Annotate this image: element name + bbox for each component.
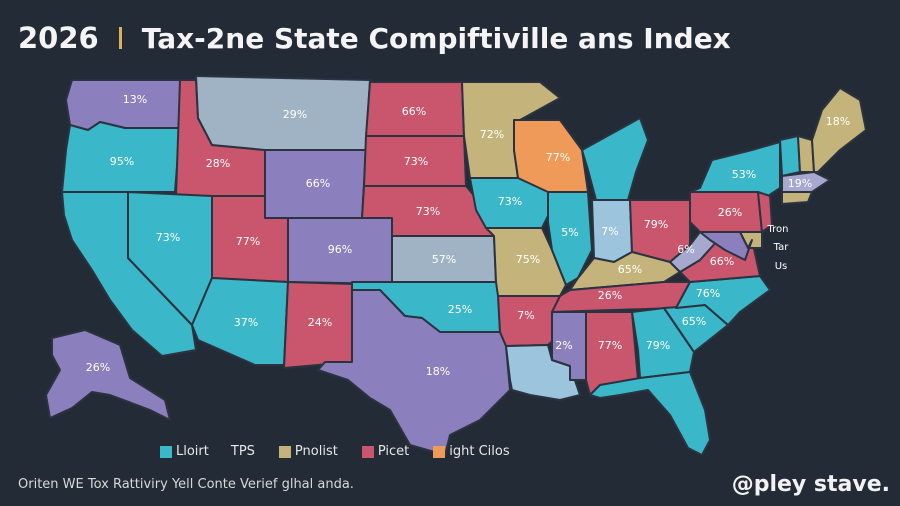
legend-swatch [160, 445, 172, 458]
state-value-nv: 73% [156, 231, 180, 244]
state-mi[interactable] [581, 117, 649, 201]
legend-swatch [361, 445, 374, 458]
state-value-ga: 79% [646, 339, 670, 352]
state-fl[interactable] [589, 371, 711, 456]
state-nj[interactable] [757, 191, 773, 233]
state-value-sc: 65% [682, 315, 706, 328]
legend-swatch [278, 445, 291, 458]
legend-item: Pnolist [278, 444, 338, 459]
state-value-al: 77% [598, 339, 622, 352]
state-value-ne: 73% [416, 205, 440, 218]
state-value-wi: 77% [546, 151, 570, 164]
state-value-sd: 73% [404, 155, 428, 168]
legend: Lloirt TPS Pnolist Picet ight Cilos [160, 444, 534, 459]
legend-label: Picet [377, 444, 410, 459]
state-value-in: 7% [601, 225, 618, 238]
state-value-ok: 25% [448, 303, 472, 316]
state-tx[interactable] [317, 289, 511, 456]
legend-item: Picet [361, 444, 410, 459]
state-me[interactable] [811, 87, 867, 173]
brand-logo: @pley stave. [731, 472, 890, 497]
legend-item: ight Cilos [433, 444, 510, 459]
state-il[interactable] [547, 191, 593, 286]
state-value-ms: 2% [555, 339, 572, 352]
state-value-oh: 79% [644, 218, 668, 231]
state-value-ks: 57% [432, 253, 456, 266]
state-vt[interactable] [779, 135, 801, 177]
state-value-ma: 19% [788, 177, 812, 190]
state-ak[interactable] [45, 329, 171, 421]
state-value-nm: 24% [308, 316, 332, 329]
state-value-ut: 77% [236, 235, 260, 248]
legend-extra-label: TPS [230, 444, 255, 459]
state-value-wy: 66% [306, 177, 330, 190]
title-divider [118, 27, 122, 49]
state-value-ar: 7% [517, 309, 534, 322]
legend-swatch [433, 445, 446, 458]
state-value-tn: 26% [598, 289, 622, 302]
state-value-ia: 73% [498, 195, 522, 208]
annotation-layer: Tron Tar Us [767, 224, 790, 272]
page-title: Tax-2ne State Compiftiville ans Index [141, 21, 731, 55]
legend-item: Lloirt TPS [160, 444, 255, 459]
state-value-mn: 72% [480, 128, 504, 141]
state-value-pa: 26% [718, 206, 742, 219]
state-la[interactable] [505, 344, 581, 401]
state-value-or: 95% [110, 155, 134, 168]
state-md[interactable] [699, 231, 753, 261]
state-value-nc: 76% [696, 287, 720, 300]
state-value-mt: 29% [283, 108, 307, 121]
state-value-wv: 6% [677, 243, 694, 256]
footnote: Oriten WE Tox Rattiviry Yell Conte Verie… [18, 477, 354, 492]
state-value-ky: 65% [618, 263, 642, 276]
annotation-us: Us [775, 261, 788, 272]
annotation-tar: Tar [773, 242, 790, 253]
legend-label: Pnolist [294, 444, 338, 459]
state-value-ak: 26% [86, 361, 110, 374]
state-value-nd: 66% [402, 105, 426, 118]
state-value-va: 66% [710, 255, 734, 268]
state-value-id: 28% [206, 157, 230, 170]
legend-label: ight Cilos [449, 444, 510, 459]
legend-label: Lloirt [176, 444, 209, 459]
state-ct[interactable] [781, 191, 813, 205]
state-ny[interactable] [689, 141, 781, 201]
state-value-il: 5% [561, 226, 578, 239]
state-value-me: 18% [826, 115, 850, 128]
labels-layer: 13% 95% 28% 73% 29% 66% 77% 37% 96% 24% 66% 73% 73% 5… [86, 93, 850, 378]
header: 2026 Tax-2ne State Compiftiville ans Ind… [18, 16, 731, 60]
state-value-ny: 53% [732, 168, 756, 181]
year-label: 2026 [18, 21, 99, 55]
annotation-tron: Tron [767, 224, 789, 235]
state-value-tx: 18% [426, 365, 450, 378]
state-value-wa: 13% [123, 93, 147, 106]
state-value-co: 96% [328, 243, 352, 256]
state-ma[interactable] [781, 171, 831, 193]
state-value-az: 37% [234, 316, 258, 329]
states-layer [45, 75, 867, 456]
state-value-mo: 75% [516, 253, 540, 266]
